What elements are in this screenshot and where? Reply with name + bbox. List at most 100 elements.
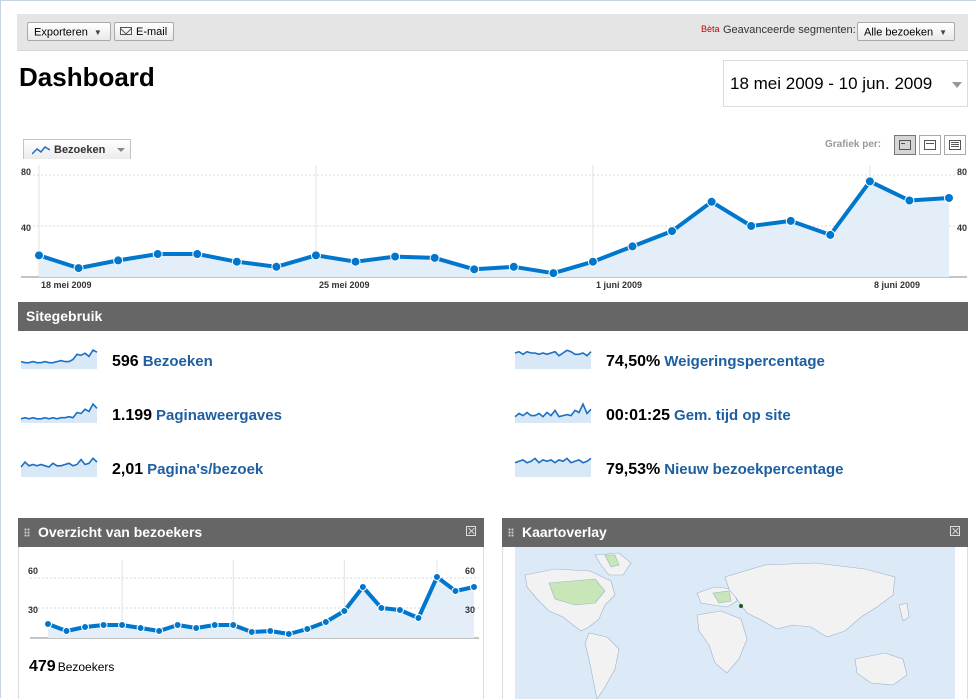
x-tick-label: 1 juni 2009 xyxy=(596,280,642,290)
usage-value: 00:01:25 Gem. tijd op site xyxy=(606,407,791,424)
usage-link-pages-per-visit[interactable]: Pagina's/bezoek xyxy=(147,461,264,478)
data-point[interactable] xyxy=(340,607,349,615)
data-point[interactable] xyxy=(173,621,182,629)
visitors-widget-body: 60 30 60 30 479 Bezoekers xyxy=(18,547,484,699)
data-point[interactable] xyxy=(451,587,460,595)
visitors-chart: 60 30 60 30 xyxy=(28,560,479,639)
sparkline xyxy=(514,457,592,477)
metric-selector[interactable]: Bezoeken xyxy=(23,139,131,159)
close-icon[interactable] xyxy=(950,526,960,536)
close-icon[interactable] xyxy=(466,526,476,536)
data-point[interactable] xyxy=(864,176,875,187)
data-point[interactable] xyxy=(587,256,598,267)
map-widget-body xyxy=(502,547,968,699)
data-point[interactable] xyxy=(310,250,321,261)
graph-by-month-button[interactable] xyxy=(944,135,966,155)
data-point[interactable] xyxy=(73,263,84,274)
data-point[interactable] xyxy=(785,215,796,226)
data-point[interactable] xyxy=(429,252,440,263)
advanced-segments-label: Geavanceerde segmenten: xyxy=(723,24,856,36)
data-point[interactable] xyxy=(44,620,52,628)
date-range-picker[interactable]: 18 mei 2009 - 10 jun. 2009 xyxy=(723,60,968,107)
usage-link-visits[interactable]: Bezoeken xyxy=(142,353,213,370)
data-point[interactable] xyxy=(706,196,717,207)
data-point[interactable] xyxy=(99,621,108,629)
usage-value: 1.199 Paginaweergaves xyxy=(112,407,282,424)
data-point[interactable] xyxy=(34,250,44,261)
metric-label: Bezoeken xyxy=(54,144,106,156)
segments-dropdown[interactable]: Alle bezoeken ▼ xyxy=(857,22,955,41)
date-range-text: 18 mei 2009 - 10 jun. 2009 xyxy=(730,74,933,93)
data-point[interactable] xyxy=(231,256,242,267)
data-point[interactable] xyxy=(155,627,164,635)
y-tick-label-left-60: 60 xyxy=(28,566,38,576)
data-point[interactable] xyxy=(247,628,256,636)
data-point[interactable] xyxy=(350,256,361,267)
graph-by-day-button[interactable] xyxy=(894,135,916,155)
dropdown-arrow-icon: ▼ xyxy=(939,28,948,37)
sparkline-area xyxy=(21,458,97,477)
usage-link-avg-time[interactable]: Gem. tijd op site xyxy=(674,407,791,424)
x-tick-label: 18 mei 2009 xyxy=(41,280,92,290)
world-map[interactable] xyxy=(515,547,955,699)
drag-handle-icon[interactable] xyxy=(24,528,30,537)
visitor-location-marker[interactable] xyxy=(739,604,743,608)
drag-handle-icon[interactable] xyxy=(508,528,514,537)
chevron-down-icon xyxy=(952,82,962,88)
sparkline-area xyxy=(515,350,591,369)
data-point[interactable] xyxy=(746,221,757,231)
data-point[interactable] xyxy=(81,623,90,631)
data-point[interactable] xyxy=(414,614,423,622)
data-point[interactable] xyxy=(192,249,203,260)
y-tick-label-right-40: 40 xyxy=(957,223,967,233)
visitors-widget-header[interactable]: Overzicht van bezoekers xyxy=(18,518,484,547)
data-point[interactable] xyxy=(118,621,127,629)
data-point[interactable] xyxy=(377,604,386,612)
graph-by-week-button[interactable] xyxy=(919,135,941,155)
email-button[interactable]: E-mail xyxy=(114,22,174,41)
sparkline xyxy=(514,402,592,423)
world-map-graphic xyxy=(524,552,910,699)
data-point[interactable] xyxy=(904,195,915,206)
data-point[interactable] xyxy=(152,249,163,260)
graph-per-label: Grafiek per: xyxy=(825,139,882,150)
data-point[interactable] xyxy=(470,583,478,591)
visitors-total: 479 Bezoekers xyxy=(29,658,114,676)
data-point[interactable] xyxy=(303,625,312,633)
data-point[interactable] xyxy=(113,255,124,266)
data-point[interactable] xyxy=(266,627,275,635)
usage-link-pageviews[interactable]: Paginaweergaves xyxy=(156,407,282,424)
data-point[interactable] xyxy=(210,621,219,629)
data-point[interactable] xyxy=(395,606,404,614)
data-point[interactable] xyxy=(548,268,559,279)
site-usage-header: Sitegebruik xyxy=(18,302,968,331)
data-point[interactable] xyxy=(192,624,201,632)
usage-link-new-visits[interactable]: Nieuw bezoekpercentage xyxy=(664,461,844,478)
data-point[interactable] xyxy=(62,627,71,635)
data-point[interactable] xyxy=(508,261,519,272)
visitors-points xyxy=(44,573,478,638)
data-point[interactable] xyxy=(432,573,441,581)
data-point[interactable] xyxy=(284,630,293,638)
data-point[interactable] xyxy=(229,621,238,629)
data-point[interactable] xyxy=(321,618,330,626)
sparkline-line xyxy=(514,402,592,418)
day-icon xyxy=(899,140,911,150)
export-button[interactable]: Exporteren ▼ xyxy=(27,22,111,41)
visitors-total-value: 479 xyxy=(29,658,56,675)
sparkline xyxy=(20,349,98,369)
map-widget-header[interactable]: Kaartoverlay xyxy=(502,518,968,547)
data-point[interactable] xyxy=(627,241,638,252)
data-point[interactable] xyxy=(944,192,954,203)
sparkline xyxy=(20,402,98,423)
data-point[interactable] xyxy=(825,229,836,240)
data-point[interactable] xyxy=(136,624,145,632)
usage-link-bounce-rate[interactable]: Weigeringspercentage xyxy=(664,353,825,370)
data-point[interactable] xyxy=(667,226,678,237)
data-point[interactable] xyxy=(358,583,367,591)
usage-value: 596 Bezoeken xyxy=(112,353,213,370)
data-point[interactable] xyxy=(390,251,401,262)
data-point[interactable] xyxy=(271,261,282,272)
data-point[interactable] xyxy=(469,264,480,275)
x-tick-label: 25 mei 2009 xyxy=(319,280,370,290)
